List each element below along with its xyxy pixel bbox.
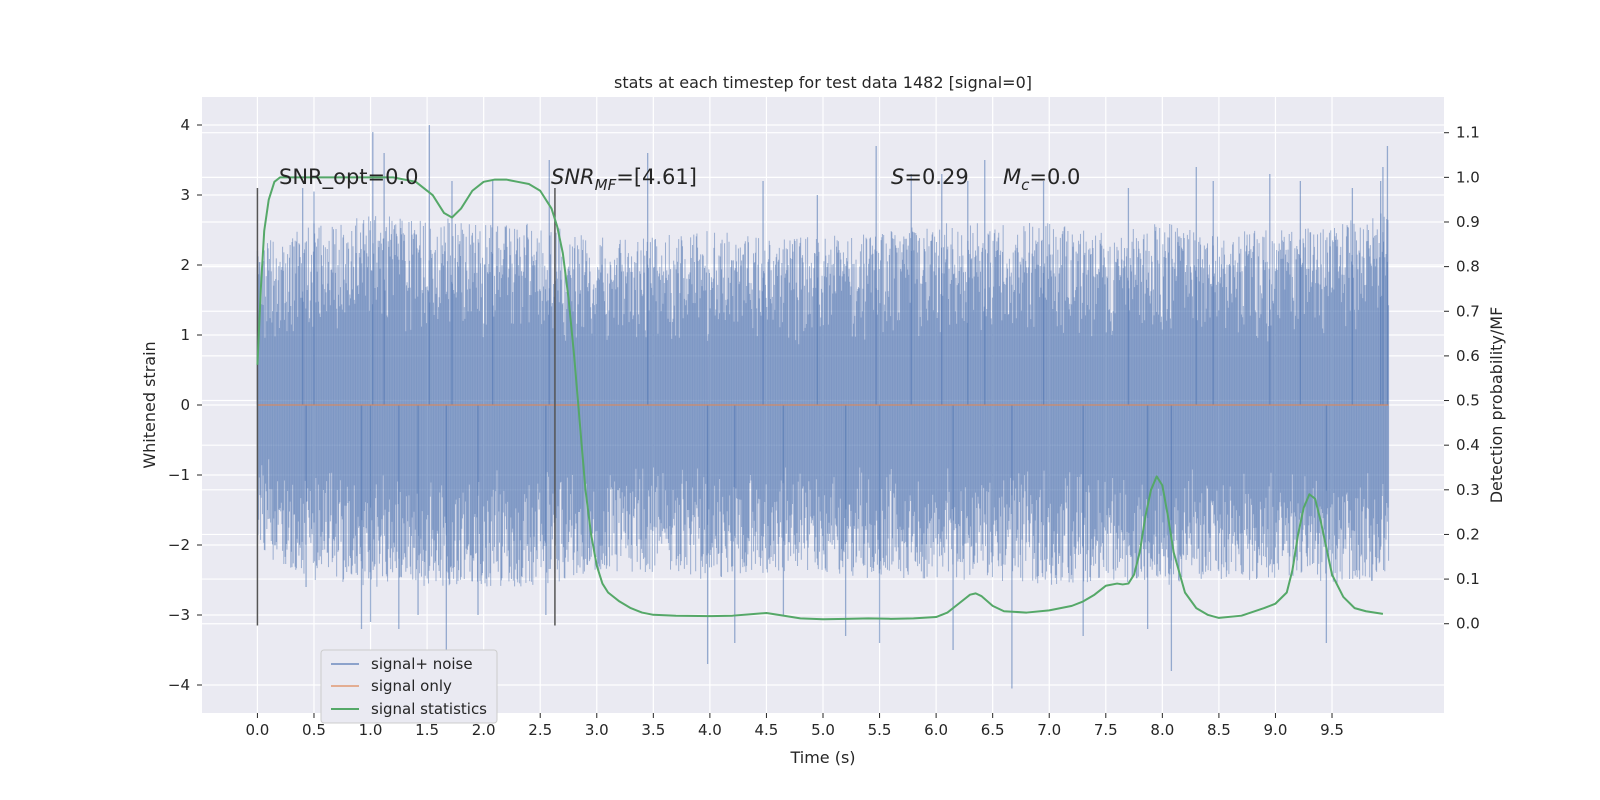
x-tick-label: 2.5	[528, 721, 552, 739]
y-right-tick-label: 0.6	[1456, 347, 1480, 365]
x-tick-label: 5.0	[811, 721, 835, 739]
y-left-tick-label: −2	[168, 536, 190, 554]
legend-label-signal-statistics: signal statistics	[371, 700, 487, 718]
x-tick-label: 0.0	[245, 721, 269, 739]
annotation-s: S=0.29	[891, 165, 969, 189]
y-right-tick-label: 1.1	[1456, 124, 1480, 142]
x-tick-label: 9.0	[1264, 721, 1288, 739]
y-right-tick-label: 0.3	[1456, 481, 1480, 499]
x-tick-label: 0.5	[302, 721, 326, 739]
y-axis-left-label: Whitened strain	[140, 341, 159, 468]
x-tick-label: 7.0	[1037, 721, 1061, 739]
y-right-tick-label: 0.5	[1456, 392, 1480, 410]
y-right-tick-label: 0.7	[1456, 302, 1480, 320]
x-tick-label: 2.0	[472, 721, 496, 739]
x-tick-label: 8.5	[1207, 721, 1231, 739]
y-left-tick-label: −3	[168, 606, 190, 624]
y-left-tick-label: 2	[180, 256, 190, 274]
annotation-mc-sub: c	[1021, 176, 1030, 194]
y-right-tick-label: 0.8	[1456, 258, 1480, 276]
legend-label-signal-only: signal only	[371, 677, 452, 695]
legend-label-signal-plus-noise: signal+ noise	[371, 655, 473, 673]
x-tick-label: 7.5	[1094, 721, 1118, 739]
annotation-snr-mf-sub: MF	[595, 176, 617, 194]
x-tick-label: 6.0	[924, 721, 948, 739]
x-tick-label: 3.0	[585, 721, 609, 739]
y-left-tick-label: 1	[180, 326, 190, 344]
annotation-mc-value: =0.0	[1029, 165, 1080, 189]
y-right-tick-label: 0.0	[1456, 615, 1480, 633]
x-tick-label: 9.5	[1320, 721, 1344, 739]
annotation-mc-base: M	[1003, 165, 1021, 189]
annotation-snr-mf-base: SNR	[551, 165, 595, 189]
y-right-tick-label: 0.4	[1456, 436, 1480, 454]
annotation-snr-mf: SNRMF=[4.61]	[551, 165, 697, 194]
y-left-tick-label: 0	[180, 396, 190, 414]
legend-box	[320, 649, 498, 724]
annotation-s-value: =0.29	[904, 165, 968, 189]
y-right-tick-label: 0.1	[1456, 570, 1480, 588]
x-tick-label: 1.0	[359, 721, 383, 739]
annotation-mc: Mc=0.0	[1003, 165, 1080, 194]
x-axis-label: Time (s)	[789, 748, 855, 767]
annotation-snr-opt: SNR_opt=0.0	[279, 165, 419, 190]
signal-statistics-line	[256, 176, 1384, 621]
y-left-tick-label: 3	[180, 186, 190, 204]
y-right-tick-label: 0.2	[1456, 525, 1480, 543]
annotation-snr-mf-value: =[4.61]	[616, 165, 697, 189]
x-tick-label: 3.5	[641, 721, 665, 739]
legend: signal+ noise signal only signal statist…	[320, 649, 498, 724]
signal-statistics-series	[256, 176, 1384, 621]
x-tick-label: 1.5	[415, 721, 439, 739]
x-tick-label: 6.5	[981, 721, 1005, 739]
x-tick-label: 8.0	[1150, 721, 1174, 739]
y-left-tick-label: −1	[168, 466, 190, 484]
tick-labels: 0.0 0.5 1.0 1.5 2.0 2.5 3.0 3.5 4.0 4.5 5.0 5.5 6.0 6…	[168, 116, 1480, 739]
y-left-tick-label: 4	[180, 116, 190, 134]
chart-title: stats at each timestep for test data 148…	[614, 73, 1032, 92]
y-left-tick-label: −4	[168, 676, 190, 694]
x-tick-label: 5.5	[868, 721, 892, 739]
y-axis-right-label: Detection probability/MF	[1487, 307, 1506, 504]
annotation-s-sym: S	[891, 165, 904, 189]
y-right-tick-label: 0.9	[1456, 213, 1480, 231]
x-tick-label: 4.0	[698, 721, 722, 739]
y-right-tick-label: 1.0	[1456, 168, 1480, 186]
x-tick-label: 4.5	[755, 721, 779, 739]
vertical-markers	[256, 188, 556, 626]
